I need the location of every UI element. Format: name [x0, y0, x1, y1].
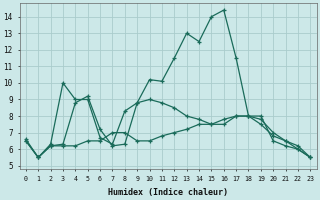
X-axis label: Humidex (Indice chaleur): Humidex (Indice chaleur)	[108, 188, 228, 197]
